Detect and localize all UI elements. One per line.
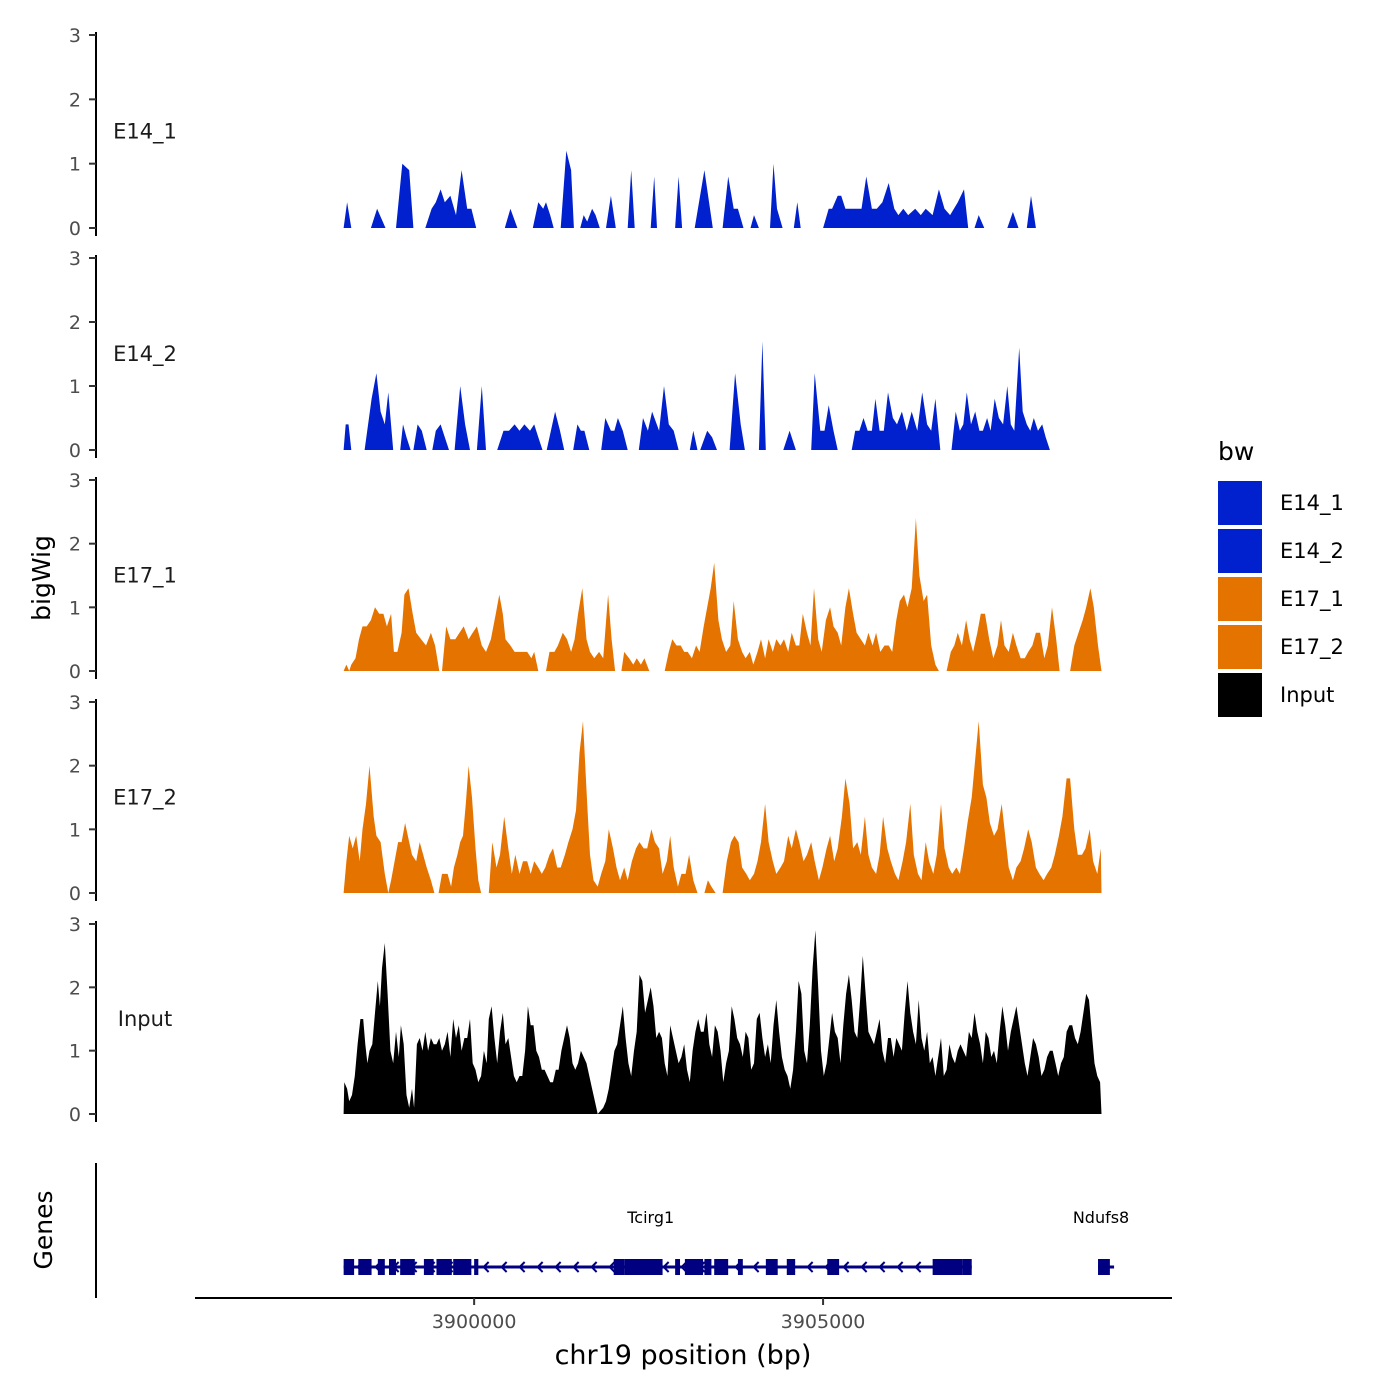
x-tick-label: 3900000 bbox=[432, 1311, 517, 1333]
y-tick-label: 1 bbox=[69, 819, 81, 841]
y-tick-label: 1 bbox=[69, 376, 81, 398]
exon-block bbox=[358, 1259, 372, 1275]
gene-label: Tcirg1 bbox=[626, 1208, 674, 1227]
y-tick-label: 1 bbox=[69, 1041, 81, 1063]
exon-block bbox=[962, 1259, 972, 1275]
track-e17-1: 0 1 2 3 E17_1 bbox=[69, 470, 1102, 683]
track-input: 0 1 2 3 Input bbox=[69, 914, 1102, 1126]
y-tick-label: 2 bbox=[69, 312, 81, 334]
strand-arrow bbox=[752, 1261, 760, 1273]
exon-block bbox=[786, 1259, 796, 1275]
legend-label-e17-1: E17_1 bbox=[1280, 587, 1344, 612]
exon-block bbox=[704, 1259, 712, 1275]
x-axis-title: chr19 position (bp) bbox=[555, 1340, 812, 1371]
signal-area-e14-1 bbox=[343, 150, 1036, 228]
gene-ndufs8: Ndufs8 bbox=[1073, 1208, 1129, 1275]
strand-arrow bbox=[590, 1261, 598, 1273]
exon-block bbox=[474, 1259, 479, 1275]
legend-key-e17-1 bbox=[1218, 577, 1262, 621]
strand-arrow bbox=[806, 1261, 814, 1273]
strand-arrow bbox=[914, 1261, 922, 1273]
y-tick-label: 3 bbox=[69, 692, 81, 714]
track-label-e17-2: E17_2 bbox=[113, 786, 177, 811]
strand-arrow bbox=[500, 1261, 508, 1273]
y-tick-label: 1 bbox=[69, 597, 81, 619]
exon-block bbox=[377, 1259, 385, 1275]
exon-block bbox=[1098, 1259, 1110, 1275]
track-label-e14-2: E14_2 bbox=[113, 342, 177, 367]
exon-block bbox=[684, 1259, 704, 1275]
signal-area-e17-1 bbox=[343, 518, 1102, 671]
legend-title: bw bbox=[1218, 437, 1254, 466]
gene-tcirg1: Tcirg1 bbox=[343, 1208, 972, 1275]
strand-arrow bbox=[860, 1261, 868, 1273]
exon-block bbox=[400, 1259, 415, 1275]
exon-block bbox=[423, 1259, 434, 1275]
strand-arrow bbox=[572, 1261, 580, 1273]
track-label-e14-1: E14_1 bbox=[113, 120, 177, 145]
y-tick-label: 3 bbox=[69, 25, 81, 47]
track-label-e17-1: E17_1 bbox=[113, 564, 177, 589]
track-e17-2: 0 1 2 3 E17_2 bbox=[69, 692, 1102, 905]
strand-arrow bbox=[482, 1261, 490, 1273]
signal-area-e17-2 bbox=[343, 721, 1102, 893]
y-tick-label: 2 bbox=[69, 756, 81, 778]
y-tick-label: 3 bbox=[69, 470, 81, 492]
exon-block bbox=[932, 1259, 963, 1275]
track-e14-2: 0 1 2 3 E14_2 bbox=[69, 248, 1050, 462]
y-tick-label: 3 bbox=[69, 914, 81, 936]
exon-block bbox=[714, 1259, 729, 1275]
strand-arrow bbox=[608, 1261, 616, 1273]
exon-block bbox=[765, 1259, 778, 1275]
exon-block bbox=[343, 1259, 355, 1275]
exon-block bbox=[624, 1259, 651, 1275]
track-e14-1: 0 1 2 3 E14_1 bbox=[69, 25, 1036, 240]
exon-block bbox=[827, 1259, 840, 1275]
signal-area-input bbox=[343, 930, 1102, 1114]
legend-key-input bbox=[1218, 673, 1262, 717]
strand-arrow bbox=[896, 1261, 904, 1273]
y-tick-label: 2 bbox=[69, 977, 81, 999]
exon-block bbox=[613, 1259, 625, 1275]
y-tick-label: 2 bbox=[69, 89, 81, 111]
signal-area-e14-2 bbox=[343, 341, 1050, 450]
y-tick-label: 3 bbox=[69, 248, 81, 270]
legend-label-e17-2: E17_2 bbox=[1280, 635, 1344, 660]
exon-block bbox=[650, 1259, 663, 1275]
y-tick-label: 0 bbox=[69, 440, 81, 462]
exon-block bbox=[453, 1259, 472, 1275]
x-tick-label: 3905000 bbox=[781, 1311, 866, 1333]
strand-arrow bbox=[518, 1261, 526, 1273]
exon-block bbox=[389, 1259, 396, 1275]
legend-label-e14-2: E14_2 bbox=[1280, 539, 1344, 564]
legend-key-e14-1 bbox=[1218, 481, 1262, 525]
y-tick-label: 0 bbox=[69, 883, 81, 905]
exon-block bbox=[436, 1259, 452, 1275]
exon-block bbox=[737, 1259, 743, 1275]
strand-arrow bbox=[662, 1261, 670, 1273]
strand-arrow bbox=[878, 1261, 886, 1273]
legend-label-input: Input bbox=[1280, 683, 1334, 707]
legend: bw E14_1 E14_2 E17_1 E17_2 Input bbox=[1218, 437, 1344, 717]
y-axis-title: bigWig bbox=[27, 535, 56, 621]
gene-label: Ndufs8 bbox=[1073, 1208, 1129, 1227]
strand-arrow bbox=[554, 1261, 562, 1273]
y-tick-label: 0 bbox=[69, 1104, 81, 1126]
strand-arrow bbox=[842, 1261, 850, 1273]
genes-axis-title: Genes bbox=[29, 1190, 58, 1269]
legend-key-e14-2 bbox=[1218, 529, 1262, 573]
y-tick-label: 2 bbox=[69, 534, 81, 556]
legend-label-e14-1: E14_1 bbox=[1280, 491, 1344, 516]
y-tick-label: 0 bbox=[69, 218, 81, 240]
y-tick-label: 1 bbox=[69, 154, 81, 176]
exon-block bbox=[675, 1259, 681, 1275]
y-tick-label: 0 bbox=[69, 661, 81, 683]
strand-arrow bbox=[536, 1261, 544, 1273]
track-label-input: Input bbox=[118, 1007, 172, 1031]
legend-key-e17-2 bbox=[1218, 625, 1262, 669]
